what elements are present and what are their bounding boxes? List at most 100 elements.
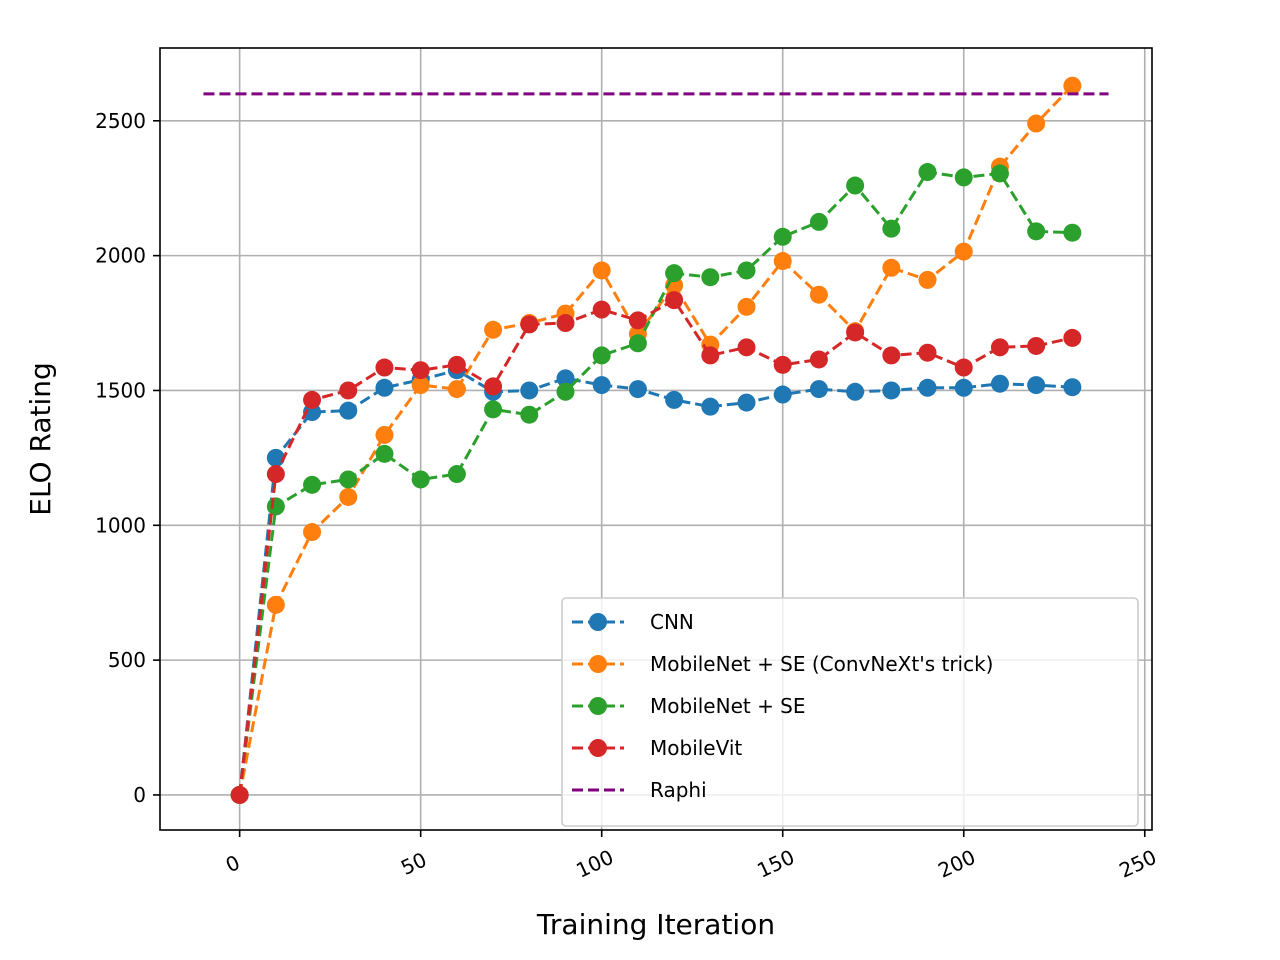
data-point bbox=[882, 381, 901, 400]
data-point bbox=[846, 323, 865, 342]
data-point bbox=[954, 168, 973, 187]
data-point bbox=[447, 465, 466, 484]
data-point bbox=[628, 311, 647, 330]
data-point bbox=[592, 261, 611, 280]
x-axis-title: Training Iteration bbox=[536, 908, 775, 941]
data-point bbox=[773, 252, 792, 271]
data-point bbox=[918, 378, 937, 397]
data-point bbox=[339, 401, 358, 420]
legend-item: CNN bbox=[572, 610, 694, 634]
data-point bbox=[339, 487, 358, 506]
data-point bbox=[882, 346, 901, 365]
legend-swatch-marker bbox=[589, 613, 607, 631]
legend-label: MobileNet + SE bbox=[650, 694, 806, 718]
data-point bbox=[701, 397, 720, 416]
data-point bbox=[339, 470, 358, 489]
series-mobilevit bbox=[230, 291, 1082, 804]
y-tick-label: 500 bbox=[108, 648, 146, 672]
data-point bbox=[1027, 336, 1046, 355]
data-point bbox=[411, 361, 430, 380]
data-point bbox=[809, 350, 828, 369]
x-tick-label: 250 bbox=[1115, 845, 1160, 883]
y-tick-label: 1000 bbox=[95, 513, 146, 537]
legend-item: Raphi bbox=[572, 778, 707, 802]
data-point bbox=[809, 212, 828, 231]
data-point bbox=[628, 334, 647, 353]
data-point bbox=[339, 381, 358, 400]
data-point bbox=[592, 300, 611, 319]
data-point bbox=[303, 523, 322, 542]
data-point bbox=[773, 355, 792, 374]
data-point bbox=[918, 343, 937, 362]
data-point bbox=[737, 297, 756, 316]
data-point bbox=[701, 268, 720, 287]
data-point bbox=[484, 320, 503, 339]
plot-frame bbox=[159, 47, 1153, 831]
y-tick-label: 0 bbox=[133, 783, 146, 807]
data-point bbox=[918, 270, 937, 289]
x-tick-label: 150 bbox=[753, 845, 798, 883]
legend-item: MobileNet + SE bbox=[572, 694, 806, 718]
data-point bbox=[303, 475, 322, 494]
data-point bbox=[1063, 378, 1082, 397]
data-point bbox=[954, 358, 973, 377]
data-point bbox=[520, 315, 539, 334]
data-point bbox=[809, 380, 828, 399]
data-point bbox=[990, 164, 1009, 183]
data-point bbox=[990, 338, 1009, 357]
data-point bbox=[592, 346, 611, 365]
data-point bbox=[1063, 328, 1082, 347]
data-point bbox=[447, 355, 466, 374]
legend-label: MobileVit bbox=[650, 736, 742, 760]
data-point bbox=[701, 346, 720, 365]
data-point bbox=[375, 425, 394, 444]
legend: CNN MobileNet + SE (ConvNeXt's trick) Mobi… bbox=[561, 597, 1139, 827]
data-point bbox=[520, 381, 539, 400]
data-point bbox=[1027, 222, 1046, 241]
x-tick-label: 0 bbox=[222, 850, 244, 877]
legend-swatch-marker bbox=[589, 697, 607, 715]
data-point bbox=[1063, 223, 1082, 242]
data-point bbox=[665, 291, 684, 310]
data-point bbox=[556, 382, 575, 401]
data-point bbox=[737, 338, 756, 357]
x-tick-label: 200 bbox=[934, 845, 979, 883]
data-point bbox=[556, 314, 575, 333]
data-point bbox=[846, 382, 865, 401]
legend-label: Raphi bbox=[650, 778, 707, 802]
data-point bbox=[882, 258, 901, 277]
y-axis-title: ELO Rating bbox=[24, 362, 57, 516]
data-point bbox=[411, 376, 430, 395]
data-point bbox=[773, 227, 792, 246]
data-point bbox=[592, 376, 611, 395]
data-point bbox=[628, 380, 647, 399]
data-point bbox=[846, 176, 865, 195]
data-point bbox=[484, 400, 503, 419]
data-point bbox=[1027, 114, 1046, 133]
data-point bbox=[737, 393, 756, 412]
legend-swatch-marker bbox=[589, 655, 607, 673]
x-tick-label: 50 bbox=[397, 847, 430, 880]
legend-label: MobileNet + SE (ConvNeXt's trick) bbox=[650, 652, 993, 676]
data-point bbox=[665, 264, 684, 283]
data-point bbox=[1063, 76, 1082, 95]
legend-item: MobileVit bbox=[572, 736, 742, 760]
series-line bbox=[238, 84, 1074, 796]
data-point bbox=[773, 385, 792, 404]
data-point bbox=[266, 465, 285, 484]
y-tick-label: 2000 bbox=[95, 244, 146, 268]
data-point bbox=[809, 285, 828, 304]
series-group bbox=[203, 76, 1109, 804]
data-point bbox=[918, 163, 937, 182]
data-point bbox=[303, 390, 322, 409]
data-point bbox=[375, 444, 394, 463]
data-point bbox=[954, 242, 973, 261]
data-point bbox=[737, 261, 756, 280]
data-point bbox=[1027, 376, 1046, 395]
data-point bbox=[411, 470, 430, 489]
data-point bbox=[665, 390, 684, 409]
legend-item: MobileNet + SE (ConvNeXt's trick) bbox=[572, 652, 993, 676]
data-point bbox=[484, 377, 503, 396]
